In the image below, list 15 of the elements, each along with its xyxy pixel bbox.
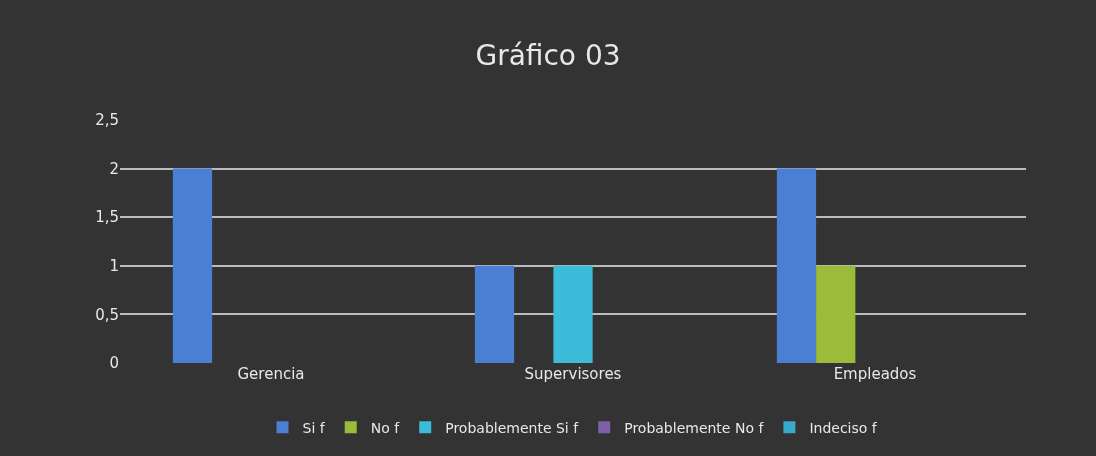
x-tick-label: Empleados xyxy=(833,365,917,383)
y-tick-label: 1 xyxy=(109,257,119,276)
legend-label: Probablemente No f xyxy=(624,419,765,436)
x-tick-label: Supervisores xyxy=(524,365,622,383)
legend-label: Si f xyxy=(302,419,326,436)
x-tick-label: Gerencia xyxy=(237,365,305,383)
y-tick-label: 0 xyxy=(109,354,119,373)
y-tick-label: 1,5 xyxy=(95,208,119,227)
legend-label: Indeciso f xyxy=(809,419,878,436)
legend-label: No f xyxy=(370,419,401,436)
y-tick-label: 0,5 xyxy=(95,305,119,324)
y-tick-label: 2 xyxy=(109,159,119,178)
chart-title: Gráfico 03 xyxy=(475,39,621,73)
y-tick-label: 2,5 xyxy=(95,111,119,130)
legend-label: Probablemente Si f xyxy=(445,419,580,436)
